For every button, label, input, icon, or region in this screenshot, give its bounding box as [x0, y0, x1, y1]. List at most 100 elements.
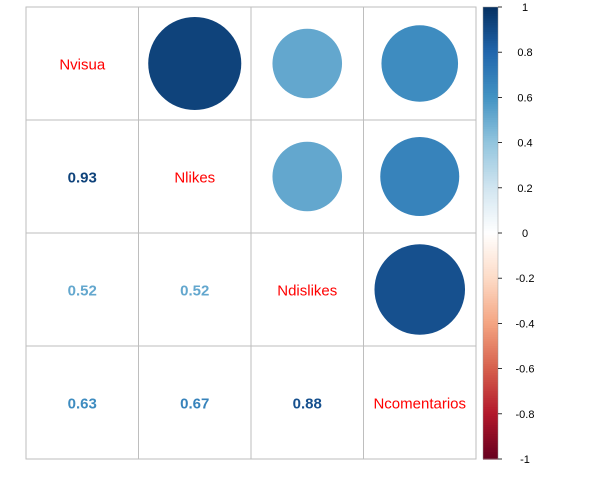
- colorbar-segment: [483, 221, 498, 225]
- colorbar-segment: [483, 296, 498, 300]
- colorbar-segment: [483, 212, 498, 216]
- colorbar-tick-label: 0.8: [517, 47, 532, 59]
- corr-circle-ndislikes-ncomentarios: [374, 244, 466, 335]
- colorbar-segment: [483, 122, 498, 126]
- colorbar-segment: [483, 251, 498, 254]
- colorbar-tick-label: -1: [520, 454, 530, 466]
- lower-triangle-values: 0.93 0.52 0.52 0.63 0.67 0.88: [68, 170, 322, 413]
- colorbar-segment: [483, 52, 498, 56]
- cell-3-3: [363, 345, 477, 460]
- colorbar-segment: [483, 133, 498, 137]
- colorbar-segment: [483, 352, 498, 356]
- colorbar-segment: [483, 334, 498, 338]
- colorbar-segment: [483, 409, 498, 413]
- cell-1-1: [138, 119, 252, 234]
- colorbar-segment: [483, 269, 498, 273]
- colorbar-segment: [483, 58, 498, 62]
- colorbar-segment: [483, 445, 498, 449]
- colorbar-legend: 1 0.8 0.6 0.4 0.2 0 -0.2 -0.4 -0.6 -0.8 -1: [482, 2, 535, 466]
- colorbar-segment: [483, 339, 498, 343]
- colorbar-segment: [483, 309, 498, 313]
- colorbar-tick-label: -0.8: [516, 409, 535, 421]
- colorbar-segment: [483, 29, 498, 33]
- colorbar-segment: [483, 169, 498, 173]
- colorbar-segment: [483, 239, 498, 243]
- colorbar-segment: [483, 373, 498, 376]
- colorbar-segment: [483, 151, 498, 155]
- colorbar-tick-label: 1: [522, 2, 528, 14]
- diagonal-variable-labels: Nvisua Nlikes Ndislikes Ncomentarios: [59, 57, 466, 413]
- colorbar-segment: [483, 147, 498, 150]
- colorbar-segment: [483, 233, 498, 236]
- colorbar-segment: [483, 266, 498, 270]
- colorbar-segment: [483, 178, 498, 182]
- corr-value-ncomentarios-nvisua: 0.63: [68, 396, 97, 413]
- cell-3-2: [250, 345, 364, 460]
- colorbar-segment: [483, 291, 498, 295]
- colorbar-segment: [483, 88, 498, 92]
- colorbar-segment: [483, 176, 498, 180]
- colorbar-segment: [483, 246, 498, 250]
- colorbar-segment: [483, 438, 498, 442]
- colorbar-segment: [483, 305, 498, 309]
- colorbar-segment: [483, 330, 498, 334]
- colorbar-segment: [483, 325, 498, 329]
- colorbar-segment: [483, 115, 498, 119]
- colorbar-segment: [483, 135, 498, 139]
- cell-3-0: [25, 345, 139, 460]
- colorbar-segment: [483, 452, 498, 456]
- colorbar-segment: [483, 79, 498, 83]
- colorbar-segment: [483, 407, 498, 410]
- colorbar-segment: [483, 113, 498, 117]
- colorbar-segment: [483, 449, 498, 453]
- colorbar-segment: [483, 422, 498, 426]
- colorbar-segment: [483, 104, 498, 108]
- colorbar-segment: [483, 332, 498, 336]
- colorbar-segment: [483, 214, 498, 218]
- colorbar-segment: [483, 282, 498, 286]
- colorbar-segment: [483, 43, 498, 47]
- colorbar-segment: [483, 280, 498, 284]
- colorbar-segment: [483, 287, 498, 291]
- colorbar-segment: [483, 153, 498, 157]
- corr-circle-nvisua-ncomentarios: [381, 25, 459, 102]
- colorbar-segment: [483, 411, 498, 415]
- colorbar-segment: [483, 454, 498, 458]
- colorbar-segment: [483, 386, 498, 390]
- colorbar-segment: [483, 27, 498, 31]
- corr-value-ndislikes-nvisua: 0.52: [68, 283, 97, 300]
- colorbar-segment: [483, 101, 498, 105]
- colorbar-segment: [483, 364, 498, 367]
- colorbar-segment: [483, 126, 498, 130]
- colorbar-segment: [483, 273, 498, 277]
- colorbar-segment: [483, 420, 498, 424]
- colorbar-segment: [483, 217, 498, 221]
- colorbar-segment: [483, 210, 498, 214]
- colorbar-segment: [483, 49, 498, 53]
- colorbar-segment: [483, 9, 498, 13]
- colorbar-segment: [483, 357, 498, 361]
- colorbar-segment: [483, 289, 498, 293]
- colorbar-segment: [483, 382, 498, 386]
- colorbar-segment: [483, 235, 498, 239]
- colorbar-segment: [483, 47, 498, 51]
- colorbar-segment: [483, 90, 498, 94]
- colorbar-segment: [483, 120, 498, 123]
- colorbar-segment: [483, 77, 498, 80]
- colorbar-segment: [483, 366, 498, 370]
- colorbar-segment: [483, 201, 498, 205]
- colorbar-segment: [483, 404, 498, 408]
- corr-circle-nlikes-ncomentarios: [380, 137, 460, 216]
- colorbar-segment: [483, 129, 498, 132]
- colorbar-segment: [483, 278, 498, 282]
- colorbar-segment: [483, 45, 498, 49]
- corr-circle-nvisua-nlikes: [148, 16, 242, 111]
- colorbar-segment: [483, 208, 498, 211]
- colorbar-segment: [483, 413, 498, 417]
- variable-label-nvisua: Nvisua: [59, 57, 106, 74]
- colorbar-segment: [483, 160, 498, 164]
- colorbar-segment: [483, 190, 498, 193]
- colorbar-segment: [483, 434, 498, 437]
- colorbar-segment: [483, 260, 498, 263]
- colorbar-segment: [483, 456, 498, 460]
